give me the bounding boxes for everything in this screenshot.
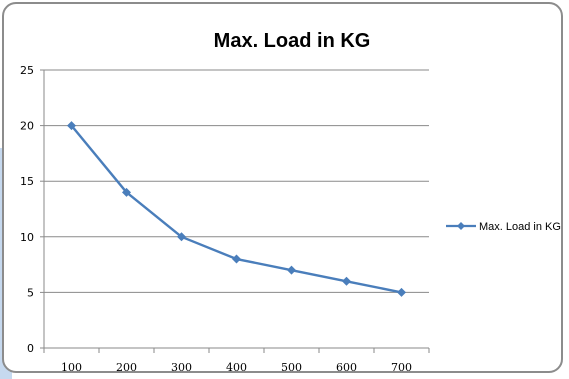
- axes: [43, 70, 429, 349]
- chart-title: Max. Load in KG: [214, 30, 371, 52]
- data-point-marker: [232, 254, 241, 264]
- data-point-marker: [122, 187, 131, 197]
- x-axis-ticks: 100 200 300 400 500 600 700: [43, 348, 430, 374]
- data-point-marker: [287, 265, 296, 275]
- series-layer: [67, 121, 406, 297]
- x-tick-label: 700: [391, 361, 412, 374]
- y-tick-label: 20: [20, 120, 34, 133]
- x-tick-label: 300: [171, 361, 192, 374]
- y-tick-label: 0: [27, 342, 34, 355]
- y-axis-ticks: 0 5 10 15 20 25: [20, 64, 44, 355]
- legend-marker: [457, 222, 465, 230]
- y-tick-label: 10: [20, 231, 34, 244]
- x-tick-label: 600: [336, 361, 357, 374]
- gridlines: [44, 69, 429, 293]
- data-point-marker: [342, 276, 351, 286]
- x-tick-label: 200: [116, 361, 137, 374]
- x-tick-label: 100: [61, 361, 82, 374]
- x-tick-label: 500: [281, 361, 302, 374]
- legend: Max. Load in KG: [446, 221, 561, 233]
- chart-frame: [2, 2, 563, 373]
- legend-label: Max. Load in KG: [479, 221, 561, 233]
- y-tick-label: 15: [20, 175, 34, 188]
- data-point-marker: [67, 121, 76, 131]
- series-line: [70, 124, 402, 294]
- y-tick-label: 25: [20, 64, 34, 77]
- x-tick-label: 400: [226, 361, 247, 374]
- data-point-marker: [397, 287, 406, 297]
- data-point-marker: [177, 232, 186, 242]
- y-tick-label: 5: [27, 286, 34, 299]
